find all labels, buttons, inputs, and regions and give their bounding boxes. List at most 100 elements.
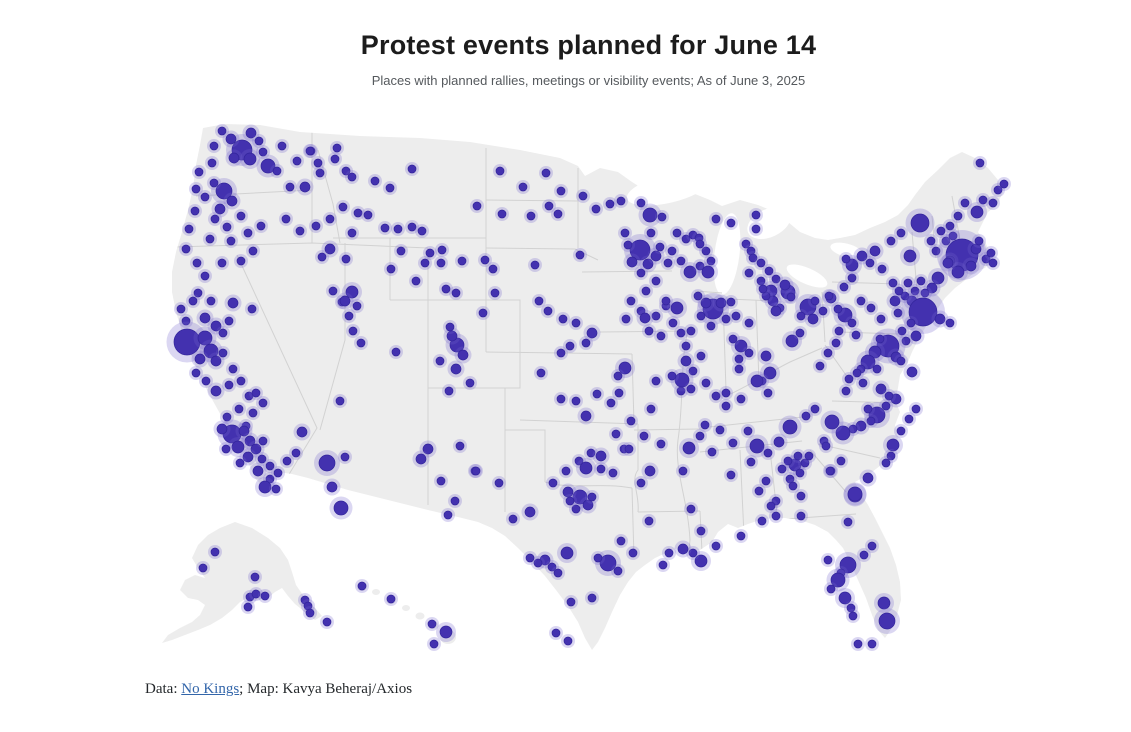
event-dot [542,199,556,213]
event-dot [686,364,700,378]
event-dot [342,309,356,323]
event-dot [290,154,304,168]
event-dot [804,310,822,328]
event-dot [569,502,583,516]
event-dot [234,209,248,223]
event-dot [729,309,743,323]
event-dot [823,464,837,478]
event-dot [665,244,679,258]
event-dot [997,177,1011,191]
event-dot [854,294,868,308]
event-dot [311,156,325,170]
event-dot [192,165,206,179]
event-dot [756,282,770,296]
event-dot [207,382,225,400]
event-dot [699,376,713,390]
event-dot [523,551,537,565]
event-dot [724,216,738,230]
event-dot [355,579,369,593]
event-dot [962,257,980,275]
event-dot [611,564,625,578]
event-dot [775,462,789,476]
event-dot [314,450,340,476]
event-dot [762,264,776,278]
event-dot [943,219,957,233]
event-dot [791,449,805,463]
event-dot [704,319,718,333]
event-dot [346,324,360,338]
event-dot [189,366,203,380]
event-dot [873,332,887,346]
event-dot [215,124,229,138]
event-dot [835,588,855,608]
event-dot [495,207,509,221]
event-dot [752,484,766,498]
event-dot [813,359,827,373]
event-dot [556,312,570,326]
event-dot [857,548,871,562]
event-dot [742,266,756,280]
event-dot [213,420,231,438]
event-dot [819,439,833,453]
event-dot [564,595,578,609]
event-dot [642,514,656,528]
event-dot [622,442,636,456]
event-dot [674,540,692,558]
credit-prefix: Data: [145,681,182,697]
event-dot [874,608,900,634]
event-dot [249,462,267,480]
event-dot [761,446,775,460]
event-dot [289,446,303,460]
event-dot [719,399,733,413]
event-dot [642,324,656,338]
event-dot [576,458,596,478]
event-dot [263,459,277,473]
event-dot [697,294,715,312]
event-dot [255,452,269,466]
event-dot [659,294,673,308]
event-dot [841,515,855,529]
event-dot [441,508,455,522]
event-dot [205,156,219,170]
event-dot [198,269,212,283]
event-dot [315,250,329,264]
event-dot [724,468,738,482]
source-link[interactable]: No Kings [181,681,240,697]
event-dot [872,380,890,398]
event-dot [973,156,987,170]
event-dot [256,145,270,159]
event-dot [694,349,708,363]
event-dot [808,402,822,416]
event-dot [549,626,563,640]
event-dot [624,414,638,428]
event-dot [850,366,864,380]
event-dot [222,130,240,148]
event-dot [234,374,248,388]
event-dot [786,479,800,493]
event-dot [665,369,679,383]
event-dot [190,256,204,270]
event-dot [345,170,359,184]
event-dot [667,298,687,318]
event-dot [619,312,633,326]
event-dot [745,434,769,458]
event-dot [899,334,913,348]
event-dot [339,252,353,266]
event-dot [383,181,397,195]
event-dot [425,617,439,631]
event-dot [328,152,342,166]
event-dot [546,476,560,490]
event-dot [345,226,359,240]
event-dot [455,254,469,268]
event-dot [726,332,740,346]
event-dot [864,301,878,315]
event-dot [837,280,851,294]
event-dot [865,637,879,651]
lake-ontario [830,242,862,258]
event-dot [859,469,877,487]
event-dot [849,328,863,342]
event-dot [412,450,430,468]
event-dot [719,386,733,400]
event-dot [724,295,738,309]
